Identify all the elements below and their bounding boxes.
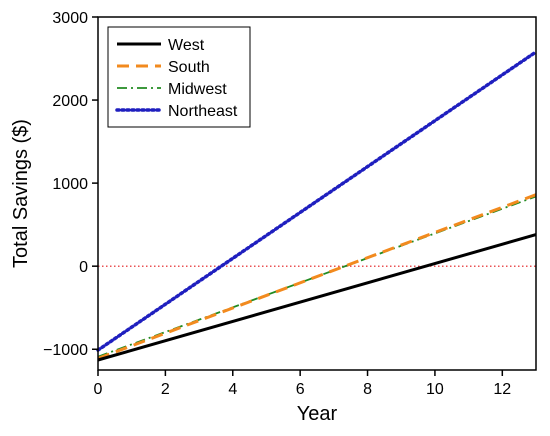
x-tick-label: 12 [493, 381, 511, 398]
legend-label-west: West [168, 37, 205, 54]
x-tick-label: 6 [296, 381, 305, 398]
x-tick-label: 2 [161, 381, 170, 398]
plot-area [96, 50, 538, 362]
x-tick-label: 0 [94, 381, 103, 398]
y-tick-label: −1000 [43, 342, 88, 359]
x-axis-title: Year [297, 403, 338, 425]
y-axis-title: Total Savings ($) [10, 119, 32, 268]
series-line-northeast [96, 50, 538, 352]
series-line-west [97, 233, 537, 362]
legend-label-midwest: Midwest [168, 81, 227, 98]
series-line-south [97, 193, 537, 360]
y-tick-label: 0 [79, 259, 88, 276]
plot-frame [97, 16, 537, 371]
y-tick-label: 2000 [52, 93, 88, 110]
legend: West South Midwest Northeast [107, 26, 251, 128]
y-tick-label: 1000 [52, 176, 88, 193]
axis-ticks: 0 2 4 6 8 10 12 −1000 0 1000 2000 3000 [43, 10, 511, 398]
y-tick-label: 3000 [52, 10, 88, 27]
x-tick-label: 8 [363, 381, 372, 398]
x-tick-label: 10 [426, 381, 444, 398]
x-tick-label: 4 [228, 381, 237, 398]
legend-label-south: South [168, 59, 210, 76]
legend-label-northeast: Northeast [168, 103, 238, 120]
